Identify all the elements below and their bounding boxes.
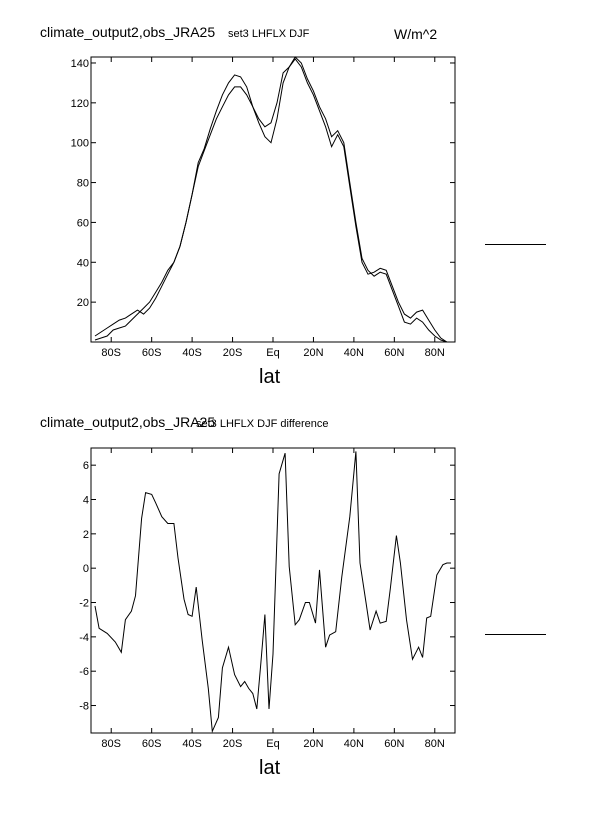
chart2-x-tick-label: 40S xyxy=(182,738,202,750)
chart1-title-mid: set3 LHFLX DJF xyxy=(228,28,310,40)
chart2-plot: 80S 60S 40S 20S Eq 20N 40N 60N 80N -8 -6 -4 -2 0 2 4 6 xyxy=(79,448,455,750)
chart1-y-tick-label: 40 xyxy=(77,257,89,269)
chart1-y-tick-label: 140 xyxy=(71,58,89,70)
chart2-x-tick-label: 60S xyxy=(142,738,162,750)
chart2-title-left: climate_output2,obs_JRA25 xyxy=(40,414,216,430)
chart1-x-tick-label: Eq xyxy=(266,347,279,359)
chart1-x-tick-label: 60S xyxy=(142,347,162,359)
chart1-legend-line xyxy=(485,244,546,245)
chart1-y-tick-label: 80 xyxy=(77,178,89,190)
chart1-x-tick-label: 80N xyxy=(425,347,445,359)
chart1-x-tick-label: 60N xyxy=(384,347,404,359)
chart2-title-mid: set3 LHFLX DJF difference xyxy=(196,418,329,430)
chart1-y-tick-label: 20 xyxy=(77,297,89,309)
chart2-y-tick-label: -8 xyxy=(79,701,89,713)
chart1-series-line-2 xyxy=(94,58,451,343)
chart2-series-line-1 xyxy=(94,451,451,734)
chart1-x-tick-label: 80S xyxy=(101,347,121,359)
chart1-xlabel: lat xyxy=(259,366,281,388)
chart1-y-tick-label: 120 xyxy=(71,98,89,110)
chart2-x-tick-label: 60N xyxy=(384,738,404,750)
chart1-x-tick-label: 20N xyxy=(303,347,323,359)
chart2-y-tick-label: 2 xyxy=(83,529,89,541)
chart1-units: W/m^2 xyxy=(394,26,438,42)
chart2-y-tick-label: -4 xyxy=(79,632,89,644)
chart2-legend-line xyxy=(485,634,546,635)
chart1-x-tick-label: 20S xyxy=(223,347,243,359)
chart1-x-tick-label: 40S xyxy=(182,347,202,359)
chart2-frame xyxy=(90,447,456,734)
chart2-x-tick-label: 80S xyxy=(101,738,121,750)
chart2-x-tick-label: 20N xyxy=(303,738,323,750)
chart2-y-tick-label: 0 xyxy=(83,563,89,575)
chart2-x-tick-label: Eq xyxy=(266,738,279,750)
chart2-y-tick-label: -2 xyxy=(79,598,89,610)
chart2-y-tick-label: 6 xyxy=(83,460,89,472)
chart1-plot: 80S 60S 40S 20S Eq 20N 40N 60N 80N 20 40 60 80 100 120… xyxy=(71,56,455,359)
chart1-frame xyxy=(90,56,456,343)
chart1-series-line-1 xyxy=(94,56,451,343)
chart2-x-tick-label: 20S xyxy=(223,738,243,750)
chart1-y-tick-label: 100 xyxy=(71,138,89,150)
chart2-x-tick-label: 80N xyxy=(425,738,445,750)
chart1-y-tick-label: 60 xyxy=(77,217,89,229)
chart2-x-tick-label: 40N xyxy=(344,738,364,750)
chart2-y-tick-label: 4 xyxy=(83,495,89,507)
chart2-xlabel: lat xyxy=(259,757,281,779)
chart2-y-tick-label: -6 xyxy=(79,666,89,678)
chart1-x-tick-label: 40N xyxy=(344,347,364,359)
chart1-title-left: climate_output2,obs_JRA25 xyxy=(40,24,216,40)
